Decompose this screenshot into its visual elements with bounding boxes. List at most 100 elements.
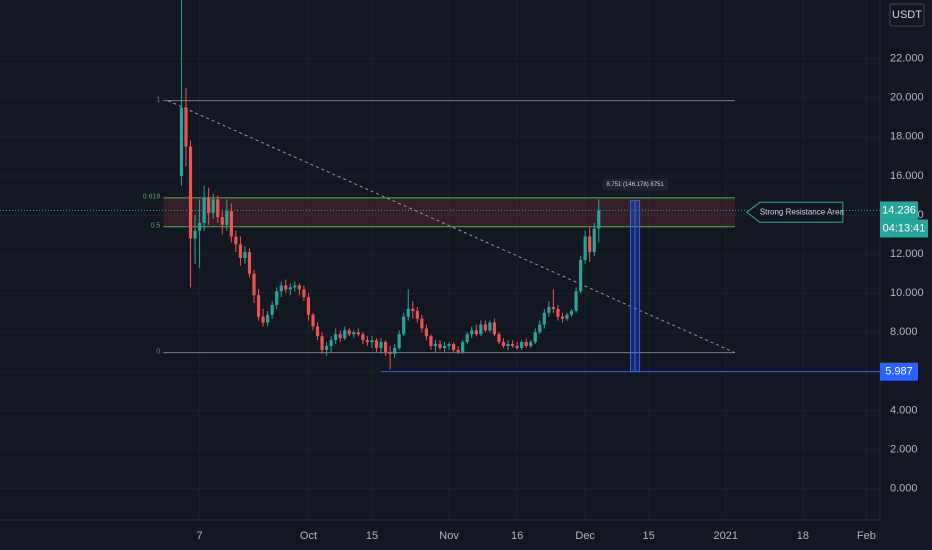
candle-body (483, 324, 487, 331)
y-tick-label: 0.000 (890, 483, 918, 495)
y-tick-label: 10.000 (890, 287, 924, 299)
x-tick-label: 16 (511, 530, 523, 542)
candle-body (370, 340, 374, 343)
candle-body (497, 334, 501, 343)
y-tick-label: 20.000 (890, 92, 924, 104)
candle-body (266, 314, 270, 323)
plot: 1 0.618 0.5 0 8.751 (146.178) 8751 Strong Res… (0, 0, 880, 373)
y-tick-label: 4.000 (890, 404, 918, 416)
y-tick-label: 12.000 (890, 248, 924, 260)
x-tick-label: 7 (197, 530, 203, 542)
candle-body (588, 236, 592, 253)
candle-body (343, 330, 347, 339)
candle-body (302, 289, 306, 298)
last-price-box (880, 201, 918, 220)
candle-body (193, 230, 197, 239)
candle-body (479, 324, 483, 335)
y-tick-label: 8.000 (890, 326, 918, 338)
candle-body (520, 342, 524, 348)
candle-body (374, 340, 379, 348)
candle-body (315, 326, 320, 337)
currency-box[interactable] (889, 3, 925, 27)
candle-body (270, 304, 274, 315)
candle-body (461, 342, 465, 352)
candle-body (542, 312, 546, 325)
fib-label: 0 (156, 349, 160, 356)
x-tick-label: 15 (643, 530, 655, 542)
x-tick-label: 18 (797, 530, 809, 542)
candle-body (297, 285, 301, 290)
candle-body (565, 314, 569, 319)
callout-box (746, 201, 844, 223)
x-tick-label: Feb (857, 530, 876, 542)
candle-body (592, 228, 596, 253)
candle-body (238, 244, 243, 259)
support-price-label: 5.987 (885, 366, 913, 378)
candle-body (311, 314, 315, 327)
x-tick-label: Nov (439, 530, 459, 542)
candle-body (243, 252, 247, 259)
measure-label-box (602, 178, 669, 191)
candle-body (388, 351, 392, 354)
candle-body (501, 342, 506, 347)
countdown-box (880, 219, 928, 238)
candle-body (574, 291, 578, 311)
candle-body (184, 107, 188, 147)
y-tick-label: 2.000 (890, 444, 918, 456)
x-tick-label: 2021 (714, 530, 738, 542)
candle-body (306, 297, 311, 315)
candle-body (402, 316, 406, 335)
candle-body (229, 211, 233, 237)
fib-label: 0.618 (143, 194, 161, 201)
y-tick-label: 18.000 (890, 131, 924, 143)
countdown: 04:13:41 (883, 222, 926, 234)
candle-body (383, 342, 388, 352)
candle-body (583, 236, 587, 260)
y-tick-label: 22.000 (890, 53, 924, 65)
candle-body (533, 332, 537, 343)
candle-body (352, 332, 356, 335)
candle-body (452, 344, 456, 350)
candle-body (365, 340, 370, 343)
resistance-zone (163, 197, 735, 227)
fib-label: 0.5 (151, 223, 161, 230)
candle-body (524, 342, 528, 347)
candle-body (207, 197, 211, 214)
candle-body (361, 334, 365, 341)
candle-body (551, 306, 556, 309)
y-tick-label: 16.000 (890, 170, 924, 182)
candle-body (442, 346, 447, 348)
candle-body (470, 330, 474, 335)
candle-body (538, 324, 542, 333)
candle-body (447, 344, 451, 347)
candle-body (488, 322, 492, 331)
candle-body (569, 310, 574, 315)
candle-body (492, 322, 497, 335)
candle-body (429, 336, 433, 347)
candle-body (415, 310, 419, 319)
candle-body (433, 344, 438, 347)
candle-body (397, 334, 401, 348)
candle-body (506, 344, 510, 347)
candle-body (220, 216, 224, 225)
candle-body (261, 316, 265, 323)
candle-body (293, 285, 297, 288)
candle-body (356, 332, 360, 335)
candle-body (424, 328, 428, 337)
callout-text: Strong Resistance Area (760, 207, 845, 216)
candle-body (247, 252, 252, 274)
candle-body (347, 330, 351, 335)
candle-body (334, 334, 338, 341)
x-tick-label: Oct (300, 530, 317, 542)
candle-body (411, 308, 415, 311)
candle-body (225, 211, 229, 225)
x-tick-label: 15 (366, 530, 378, 542)
measure-label: 8.751 (146.178) 8751 (606, 182, 664, 188)
candle-body (456, 349, 460, 352)
candle-body (393, 347, 397, 354)
candle-body (329, 340, 333, 347)
candle-body (406, 308, 410, 317)
candle-body (379, 342, 383, 348)
